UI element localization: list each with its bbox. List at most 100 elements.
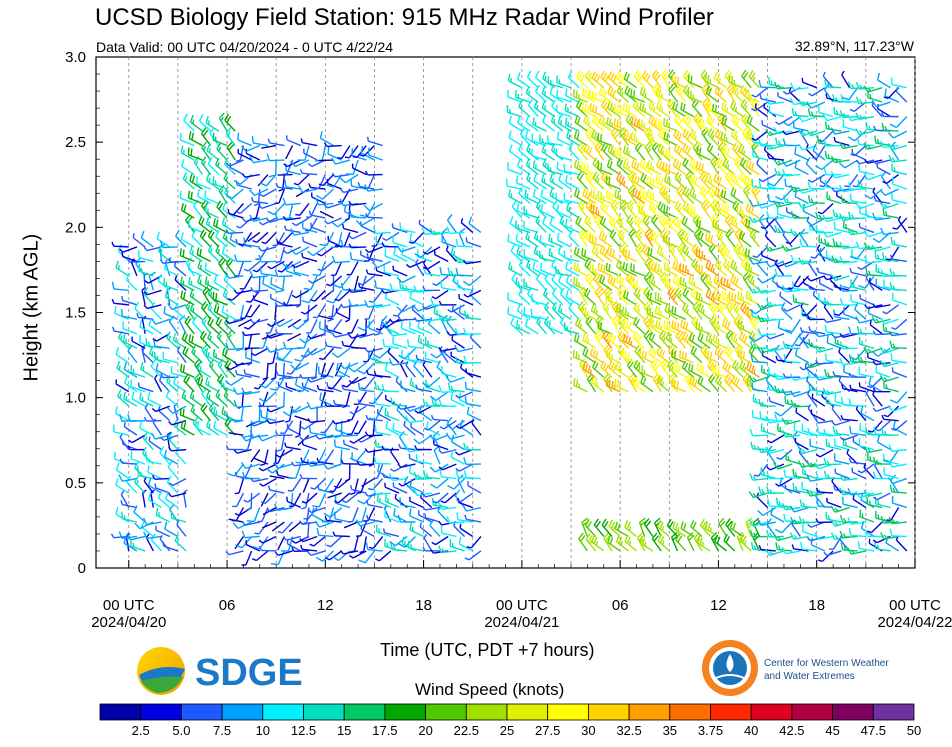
wind-barb [440,280,457,292]
wind-barb [455,238,473,248]
wind-barb [346,261,359,276]
wind-barb [144,403,154,422]
wind-barb [224,113,236,132]
wind-barb [507,189,523,205]
wind-barb [290,405,310,414]
wind-barb [564,88,580,103]
wind-barb [438,347,457,352]
wind-barb [462,259,482,265]
wind-barb [155,362,171,378]
wind-barb [605,378,621,393]
wind-barb [818,105,834,118]
wind-barb [376,409,392,422]
wind-barb [817,202,834,215]
wind-barb [839,434,858,441]
wind-barb [187,219,203,234]
wind-barb [533,173,547,190]
wind-barb [646,160,662,176]
wind-barb [139,421,154,436]
wind-barb [374,396,391,407]
wind-barb [705,260,719,277]
wind-barb [271,449,277,468]
wind-barb [348,550,367,559]
wind-barb [333,511,351,523]
wind-barb [849,193,866,205]
wind-barb [400,380,416,393]
wind-barb [575,70,588,89]
wind-barb [777,423,793,436]
wind-barb [556,161,572,176]
wind-barb [876,72,891,89]
colorbar-swatch [180,703,223,721]
wind-barb [876,434,891,451]
wind-barb [458,536,474,552]
wind-barb [234,536,244,550]
wind-barb [523,249,539,263]
wind-barb [455,420,474,429]
wind-barb [162,541,179,552]
wind-barb [364,448,383,453]
wind-barb [666,518,679,537]
wind-barb [221,304,236,320]
wind-barb [665,215,678,233]
wind-barb [199,330,212,349]
wind-barb [278,174,286,192]
wind-barb [315,188,334,200]
wind-barb [690,519,703,538]
wind-barb [801,481,817,494]
wind-barb [295,188,310,198]
wind-barb [518,99,531,118]
wind-barb [361,477,375,487]
wind-barb [140,230,154,248]
wind-barb [349,536,359,553]
wind-barb [825,395,842,407]
wind-barb [331,157,351,165]
wind-barb [405,415,424,424]
wind-barb [662,162,678,176]
wind-barb [112,424,129,436]
wind-barb [245,350,261,364]
wind-barb [682,113,695,132]
wind-barb [252,231,269,244]
wind-barb [245,540,261,552]
wind-barb [740,98,752,118]
wind-barb [456,492,474,503]
wind-barb [382,231,400,242]
wind-barb [225,127,236,146]
wind-barb [373,355,391,364]
wind-barb [226,141,236,161]
wind-barb [421,492,441,498]
wind-barb [321,507,335,523]
wind-barb [532,117,547,132]
wind-barb [643,301,654,320]
wind-barb [766,445,777,465]
wind-barb [633,316,646,335]
colorbar-swatch [140,703,182,721]
wind-barb [300,138,318,147]
wind-barb [875,365,891,378]
wind-barb [235,369,252,378]
wind-barb [291,318,310,330]
wind-barb [833,453,850,465]
wind-barb [224,376,244,386]
wind-barb [883,380,899,393]
wind-barb [368,478,384,491]
wind-barb [123,422,138,436]
wind-barb [630,277,645,292]
wind-barb [889,282,907,292]
colorbar-swatch [465,703,508,721]
wind-barb [599,245,613,262]
wind-barb [633,215,646,233]
wind-barb [331,347,351,358]
wind-barb [246,507,261,523]
wind-barb [589,203,605,219]
wind-barb [558,173,572,190]
wind-barb [824,324,842,335]
wind-barb [609,229,621,248]
wind-barb [589,189,605,205]
wind-barb [463,355,481,364]
wind-barb [349,252,367,263]
wind-barb [519,127,531,147]
wind-barb [301,492,310,510]
wind-barb [421,505,441,511]
